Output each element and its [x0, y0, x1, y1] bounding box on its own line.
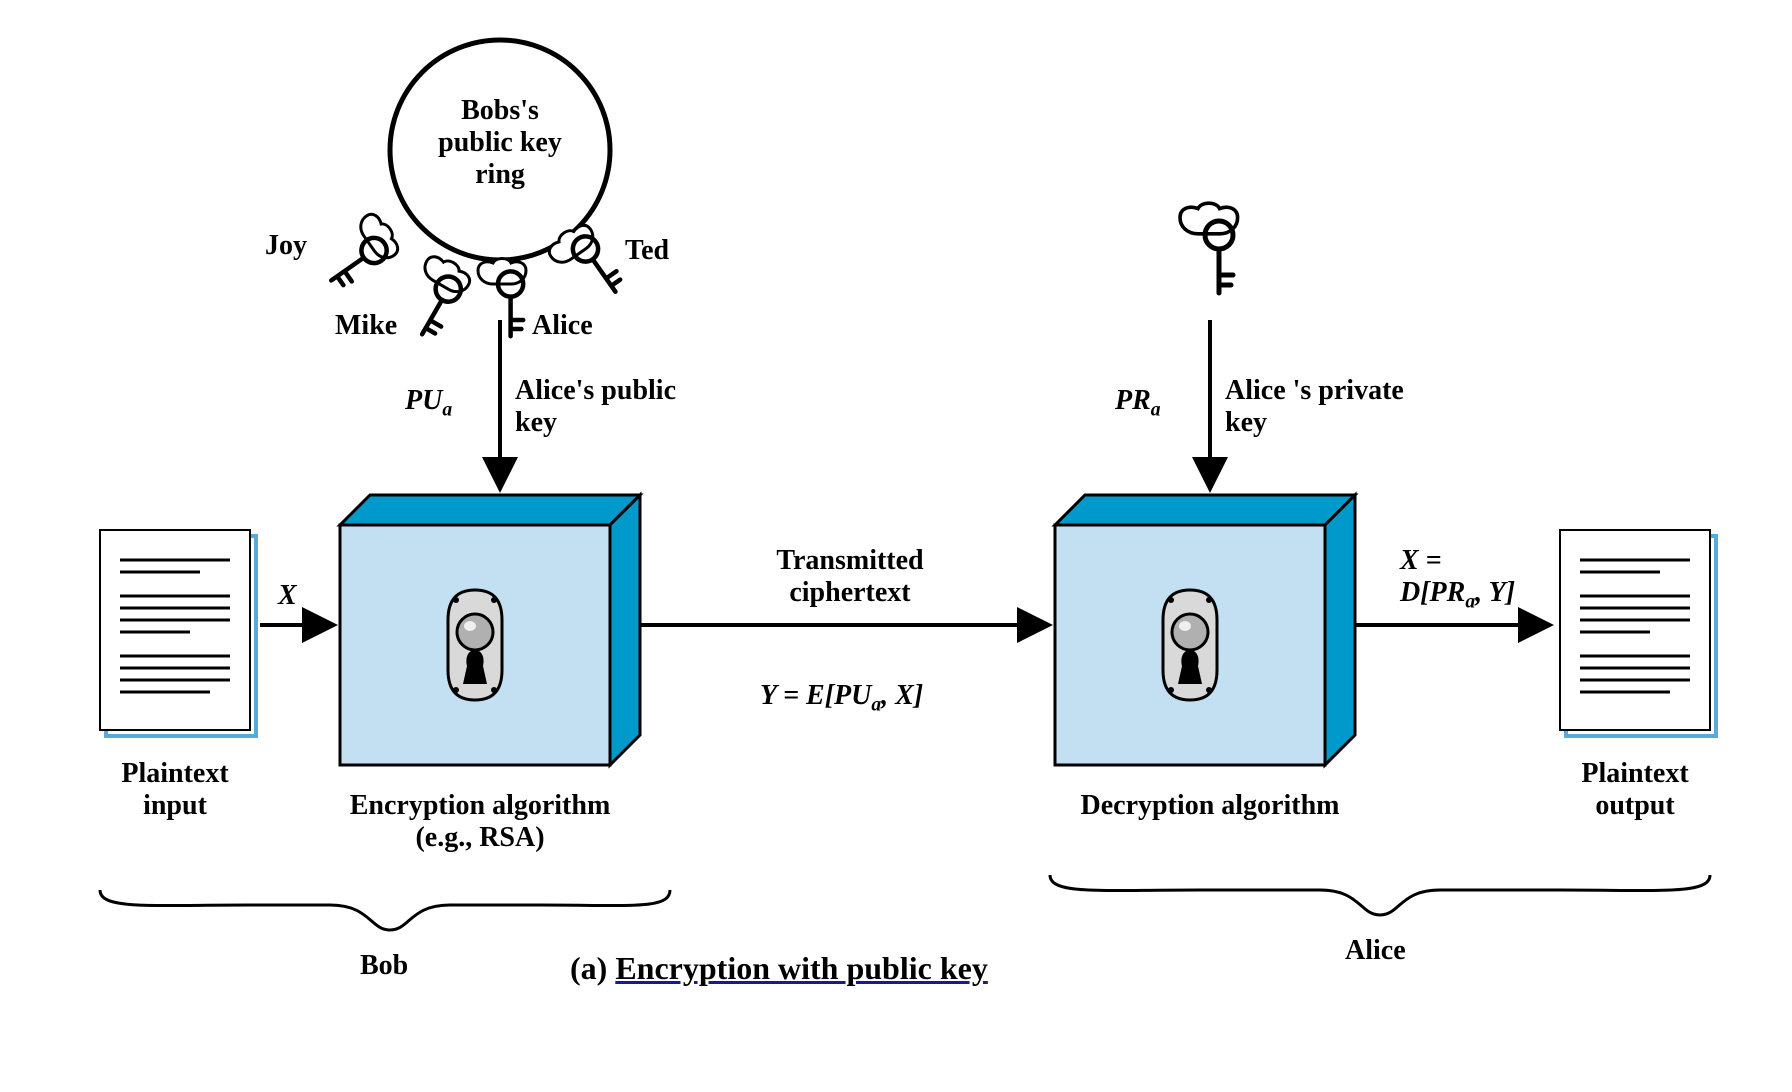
plaintext-output-label: Plaintextoutput — [1545, 758, 1725, 822]
transmit-top: Transmittedciphertext — [720, 545, 980, 609]
pu-label: Alice's publickey — [515, 375, 676, 439]
output-formula: X = D[PRa, Y] — [1400, 545, 1515, 614]
private-key-icon — [1180, 203, 1238, 293]
caption: (a) Encryption with public key — [570, 950, 988, 987]
plaintext-input-icon — [100, 530, 256, 736]
transmit-bottom: Y = E[PUa, X] — [760, 680, 923, 717]
key-label-joy: Joy — [265, 230, 307, 262]
keyring-key-mike — [394, 251, 474, 342]
pr-symbol: PRa — [1115, 385, 1161, 422]
key-label-ted: Ted — [625, 235, 669, 267]
brace-alice-label: Alice — [1345, 935, 1406, 967]
key-label-alice: Alice — [532, 310, 593, 342]
x-label: X — [278, 580, 297, 612]
plaintext-input-label: Plaintextinput — [85, 758, 265, 822]
decryption-box-icon — [1055, 495, 1355, 765]
decrypt-box-label: Decryption algorithm — [1030, 790, 1390, 822]
keyring-key-joy — [313, 209, 404, 293]
brace-bob-label: Bob — [360, 950, 408, 982]
pu-symbol: PUa — [405, 385, 452, 422]
key-label-mike: Mike — [335, 310, 397, 342]
encrypt-box-label: Encryption algorithm(e.g., RSA) — [300, 790, 660, 854]
plaintext-output-icon — [1560, 530, 1716, 736]
encryption-box-icon — [340, 495, 640, 765]
brace-alice — [1050, 875, 1710, 915]
keyring-label: Bobs's public key ring — [420, 95, 580, 191]
pr-label: Alice 's privatekey — [1225, 375, 1404, 439]
brace-bob — [100, 890, 670, 930]
